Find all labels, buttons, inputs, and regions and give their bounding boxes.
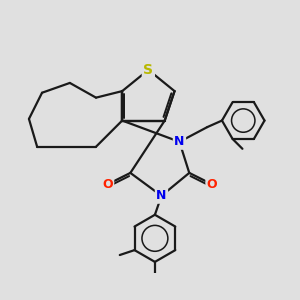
Text: O: O: [102, 178, 113, 191]
Text: S: S: [143, 63, 153, 77]
Text: O: O: [207, 178, 218, 191]
Text: N: N: [174, 135, 184, 148]
Text: N: N: [156, 189, 167, 202]
